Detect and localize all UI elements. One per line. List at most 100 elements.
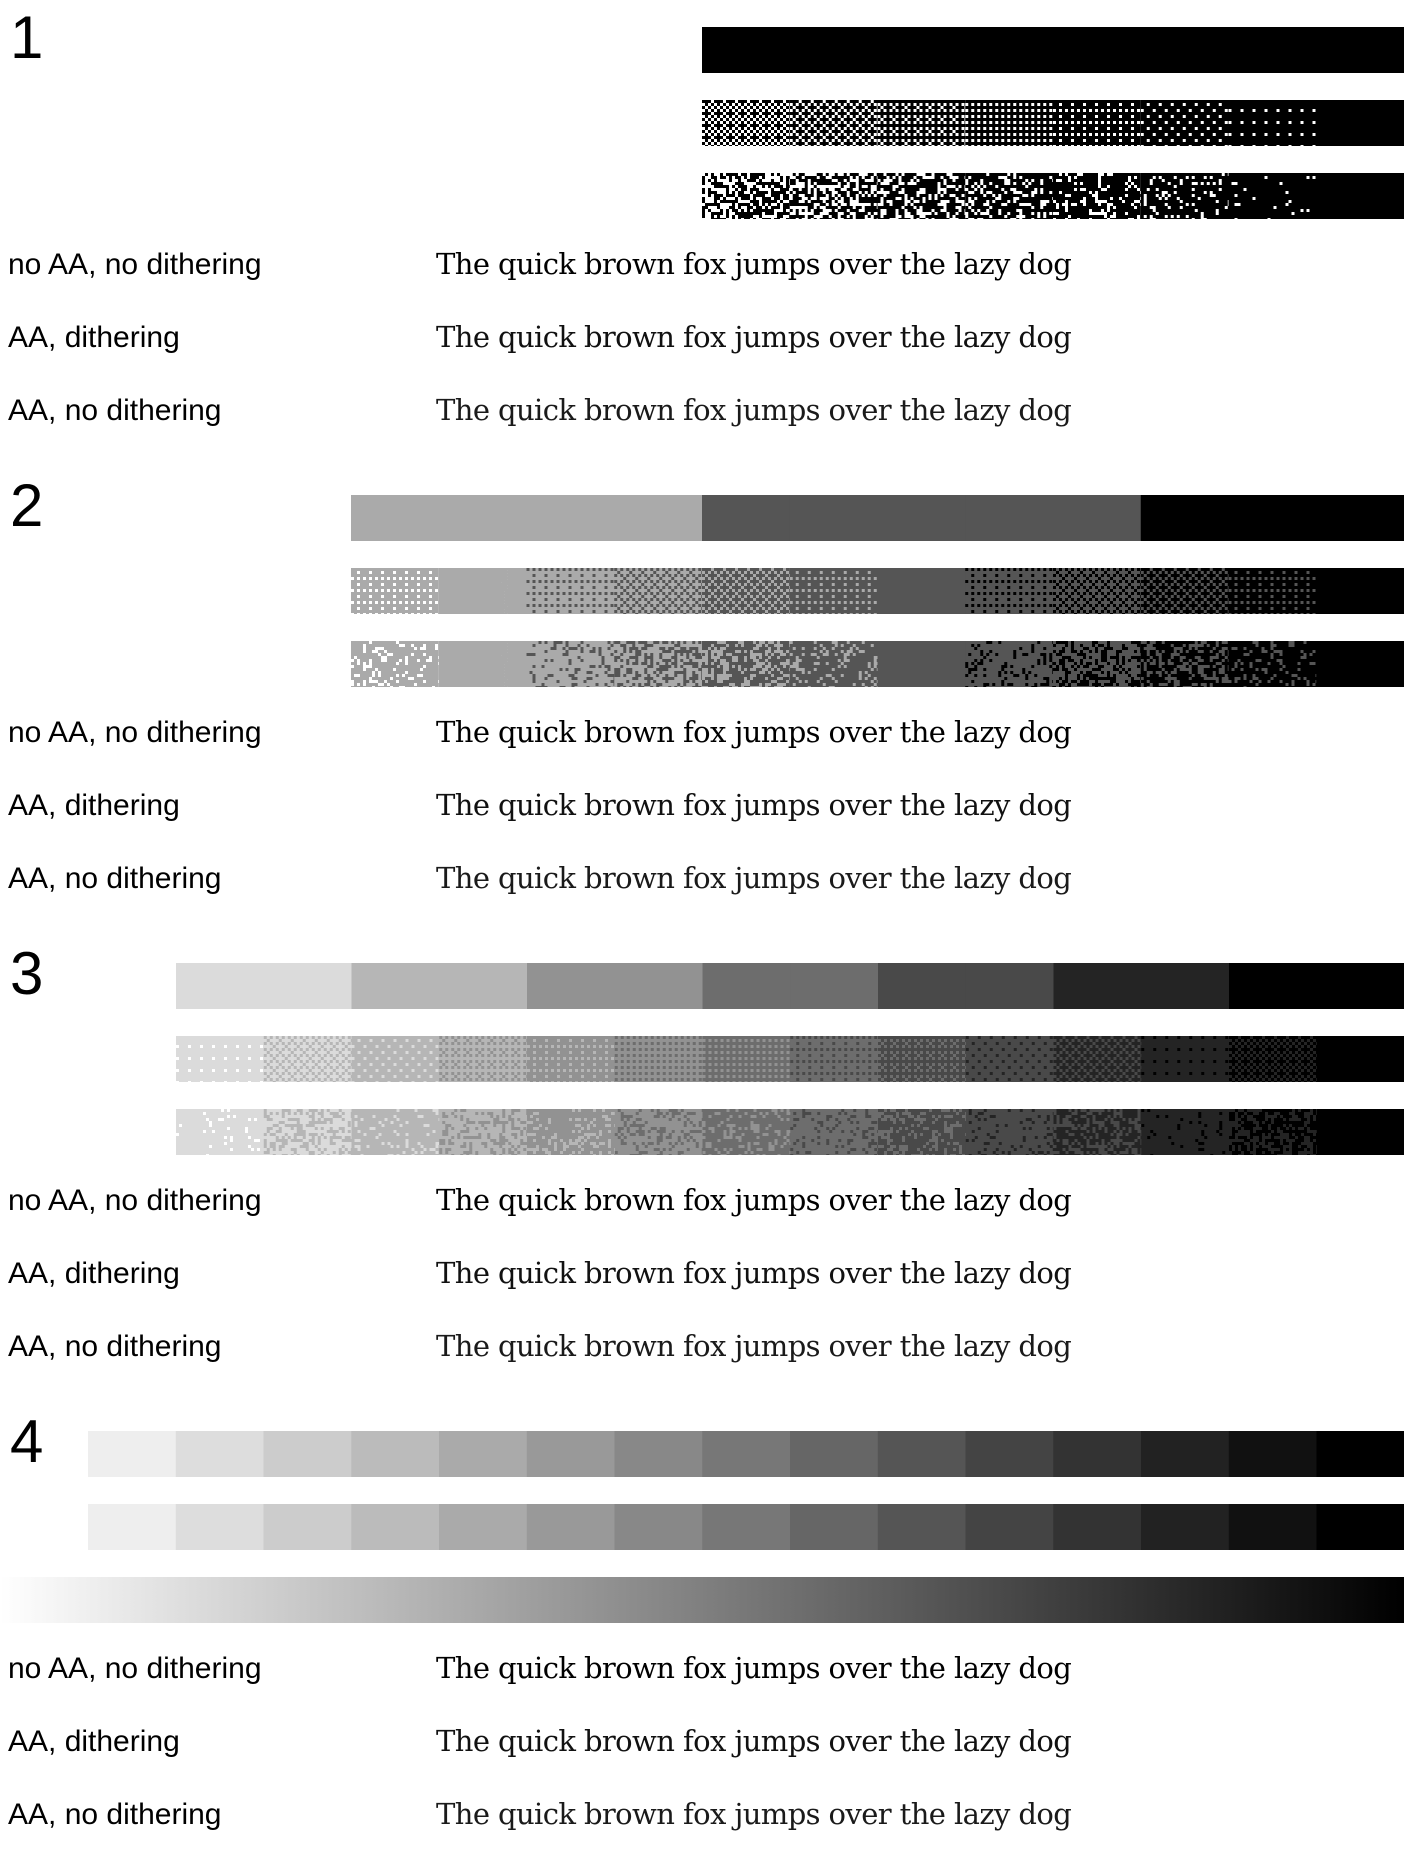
gradient-step [789,1504,879,1550]
sample-text-no-aa-no-dithering: The quick brown fox jumps over the lazy … [436,715,1072,749]
gradient-step [1140,963,1230,1009]
sample-text-aa-no-dithering: The quick brown fox jumps over the lazy … [436,861,1072,895]
dither-base [877,641,966,687]
ordered-dither-gradient-bar [702,100,1404,146]
sample-text-aa-dithering: The quick brown fox jumps over the lazy … [436,788,1072,822]
gradient-step [789,1431,879,1477]
gradient-svg [702,100,1404,146]
dither-pattern [614,568,705,614]
row-label-aa-no-dithering: AA, no dithering [8,1798,222,1831]
group-1: 1 no AA, no dithering The quick brown fo… [0,0,1404,450]
quantized-gradient-bar [351,495,1404,541]
dither-pattern [965,173,1056,219]
gradient-step [1316,495,1404,541]
group-2: 2 no AA, no dithering The quick brown fo… [0,468,1404,918]
gradient-svg [351,495,1404,541]
gradient-step [1228,27,1317,73]
dither-pattern [1053,173,1143,219]
sample-text-aa-dithering: The quick brown fox jumps over the lazy … [436,320,1072,354]
diffusion-dither-gradient-bar [702,173,1404,219]
gradient-step [1140,1504,1230,1550]
gradient-step [1316,1504,1404,1550]
dither-pattern [965,641,1056,687]
gradient-step [789,963,879,1009]
smooth-gradient [0,1577,1404,1623]
row-label-no-aa-no-dithering: no AA, no dithering [8,716,262,749]
group-number: 3 [10,940,44,1007]
gradient-step [1053,1504,1142,1550]
dither-pattern [702,1036,792,1082]
dither-pattern [526,568,614,613]
dither-pattern [789,173,880,219]
ordered-dither-gradient-bar [87,1504,1404,1550]
dither-pattern [1228,100,1319,146]
dither-pattern [526,1109,617,1155]
quantized-gradient-bar [175,963,1404,1009]
gradient-step [1140,1431,1230,1477]
gradient-svg [175,1036,1404,1082]
group-3: 3 no AA, no dithering The quick brown fo… [0,936,1404,1386]
gradient-svg [702,173,1404,219]
gradient-svg [702,27,1404,73]
dither-pattern [877,173,968,219]
gradient-step [702,27,791,73]
gradient-step [1316,963,1404,1009]
dither-base [1316,641,1404,687]
dither-pattern [1140,641,1231,687]
dither-pattern [351,641,441,687]
gradient-step [526,1431,615,1477]
dither-pattern [877,1036,968,1082]
quantized-gradient-bar [702,27,1404,73]
smooth-gradient-bar [0,1577,1404,1623]
gradient-step [1053,963,1142,1009]
gradient-step [1228,1431,1317,1477]
dither-pattern [702,100,792,146]
dither-base [1316,568,1404,614]
dither-pattern [438,568,529,614]
dither-pattern [1053,568,1143,614]
sample-text-no-aa-no-dithering: The quick brown fox jumps over the lazy … [436,1651,1072,1685]
gradient-step [263,1504,352,1550]
gradient-step [438,1504,528,1550]
gradient-svg [351,568,1404,614]
dither-pattern [789,1036,877,1081]
dither-pattern [438,1109,529,1155]
gradient-step [87,1504,177,1550]
sample-text-aa-no-dithering: The quick brown fox jumps over the lazy … [436,1329,1072,1363]
dither-base [965,1109,1054,1155]
dither-pattern [702,568,792,614]
dither-pattern [1140,568,1231,614]
gradient-step [965,495,1054,541]
dither-pattern [1053,1036,1143,1082]
dither-pattern [351,1036,441,1082]
gradient-step [351,495,440,541]
gradient-step [789,495,879,541]
row-label-aa-dithering: AA, dithering [8,789,180,822]
dither-pattern [702,1109,792,1155]
dither-pattern [175,1036,266,1082]
row-label-aa-dithering: AA, dithering [8,1257,180,1290]
dither-pattern [526,1036,617,1082]
gradient-svg [175,963,1404,1009]
dither-pattern [1140,100,1231,146]
dither-base [1140,1036,1230,1082]
dither-pattern [1140,173,1231,219]
gradient-step [438,495,528,541]
sample-text-no-aa-no-dithering: The quick brown fox jumps over the lazy … [436,247,1072,281]
dither-pattern [877,1109,968,1155]
gradient-step [1140,27,1230,73]
gradient-svg [0,1577,1404,1623]
dither-pattern [1228,568,1319,614]
dither-pattern [789,641,880,687]
gradient-step [526,1504,615,1550]
gradient-step [702,1504,791,1550]
gradient-step [263,1431,352,1477]
row-label-aa-no-dithering: AA, no dithering [8,862,222,895]
gradient-step [614,963,703,1009]
gradient-svg [175,1109,1404,1155]
gradient-svg [87,1431,1404,1477]
gradient-step [702,963,791,1009]
quantized-gradient-bar [87,1431,1404,1477]
dither-pattern [789,100,880,146]
